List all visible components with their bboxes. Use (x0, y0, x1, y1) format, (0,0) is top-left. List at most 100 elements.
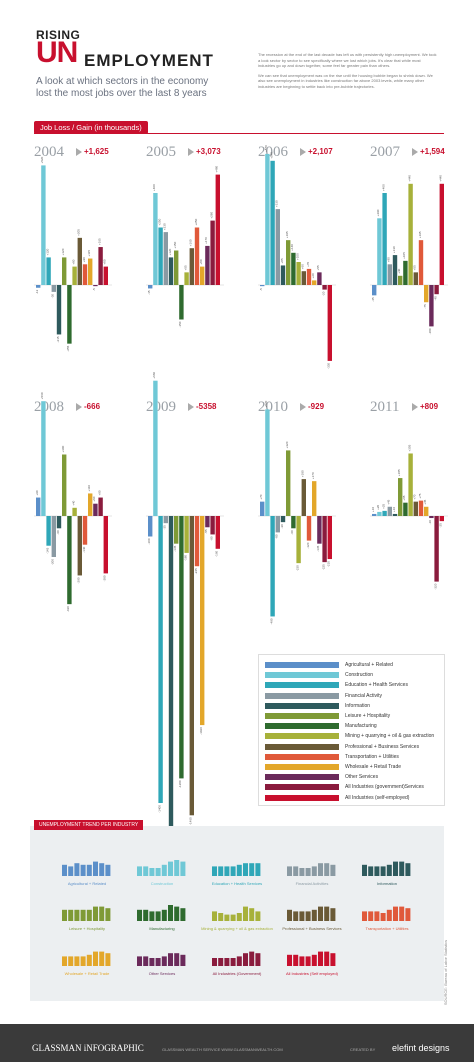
bar-value-label: +20 (311, 273, 315, 278)
panel-year: 2004 (34, 144, 65, 160)
trend-bar (137, 866, 142, 876)
bar-value-label: +170 (204, 237, 208, 244)
bar-construction (265, 409, 270, 516)
trend-bar (161, 864, 167, 876)
trend-bar (243, 863, 248, 876)
bar-value-label: +70 (306, 261, 310, 266)
intro-paragraph-2: We can see that unemployment was on the … (258, 72, 433, 89)
legend-label: Agricultural + Related (345, 662, 393, 668)
bar-all-industries-government-services (98, 497, 103, 516)
arrow-icon (188, 403, 194, 411)
bar-wholesale-retail-trade (424, 506, 429, 516)
bar-agricultural-related (36, 497, 41, 516)
bar-all-industries-self-employed- (215, 516, 220, 549)
footer-links: GLASSMAN WEALTH SERVICE WWW.GLASSMANWEAL… (162, 1047, 283, 1052)
legend-label: Transportation + Utilities (345, 753, 399, 760)
trend-bar (99, 906, 105, 921)
bar-professional-business-services (301, 271, 306, 285)
bar-professional-business-services (301, 479, 306, 516)
trend-bar (399, 906, 405, 921)
panel-2008: 2008 -666 +90 +560 -145 -200 -60 +300 -430 +40 -29… (34, 392, 112, 612)
axis-tag-unit: (in thousands) (94, 123, 142, 132)
bar-information (280, 516, 286, 523)
bar-information (168, 516, 174, 900)
bar-value-label: +70 (259, 494, 263, 499)
bar-all-industries-self-employed- (439, 516, 444, 522)
bar-value-label: -12 (35, 289, 39, 294)
bar-education-health-services (270, 516, 275, 617)
bar-other-services (317, 272, 322, 285)
bar-agricultural-related (260, 285, 265, 287)
bar-financial-activity (387, 506, 392, 516)
bar-value-label: +20 (376, 504, 380, 509)
bar-leisure-hospitality (398, 478, 403, 516)
bar-value-label: +400 (152, 184, 156, 191)
trend-bar (74, 956, 80, 966)
panel-year: 2009 (146, 399, 176, 415)
trend-bar (149, 868, 155, 876)
bar-education-health-services (382, 510, 387, 516)
bar-value-label: +70 (413, 494, 417, 499)
trend-bar (180, 908, 186, 921)
trend-bar (362, 864, 367, 876)
bar-value-label: -30 (51, 294, 55, 299)
trend-bar (255, 911, 261, 921)
trend-bar (218, 866, 224, 876)
bar-value-label: -55 (204, 529, 208, 534)
panel-2009: 2009-5358-100+660-1400-35-1870-135-1280-… (146, 372, 224, 909)
bar-value-label: +280 (209, 212, 213, 219)
bar-value-label: +250 (157, 218, 161, 225)
bar-value-label: +140 (290, 244, 294, 251)
trend-bar (386, 864, 392, 876)
legend-item: Education + Health Services (265, 680, 408, 690)
bar-all-industries-self-employed- (327, 285, 332, 361)
bar-value-label: -1020 (199, 727, 203, 735)
legend-swatch (265, 743, 339, 750)
bar-value-label: +570 (264, 145, 268, 152)
trend-bar (180, 861, 186, 876)
legend-item: Information (265, 701, 370, 711)
bar-value-label: +330 (275, 200, 279, 207)
legend-swatch (265, 784, 339, 791)
bar-construction (153, 380, 158, 516)
bar-education-health-services (158, 227, 163, 285)
trend-bar (230, 914, 236, 921)
bar-transportation-utilities (82, 264, 88, 285)
bar-financial-activity (51, 516, 56, 557)
bar-value-label: -430 (66, 606, 70, 612)
trend-bar (330, 908, 336, 921)
bar-transportation-utilities (418, 240, 424, 285)
trend-bar (224, 914, 230, 921)
trend-bar (105, 864, 111, 876)
title-un: UN (36, 36, 78, 69)
bar-manufacturing (291, 252, 296, 285)
trend-bar (68, 956, 74, 966)
bar-value-label: +115 (87, 250, 91, 257)
bar-value-label: +195 (285, 231, 289, 238)
bar-professional-business-services (189, 516, 194, 816)
legend-label: Other Services (345, 774, 379, 781)
bar-value-label: +45 (387, 499, 391, 504)
bar-manufacturing (403, 502, 408, 516)
bar-transportation-utilities (306, 268, 312, 285)
bar-value-label: -1460 (189, 817, 193, 825)
trend-bar (74, 909, 80, 921)
trend-bar (161, 909, 167, 921)
trend-bar (330, 953, 336, 966)
trend-title: UNEMPLOYMENT TREND PER INDUSTRY (34, 820, 144, 830)
trend-bar (293, 866, 299, 876)
bar-financial-activity (387, 264, 392, 285)
trend-label: Manufacturing (149, 926, 174, 931)
panel-total: +809 (420, 402, 439, 411)
trend-label: Other Services (149, 971, 175, 976)
bar-wholesale-retail-trade (312, 481, 317, 516)
panel-year: 2005 (146, 144, 176, 160)
legend-item: Professional + Business Services (265, 742, 419, 752)
trend-chart: Leisure + Hospitality (62, 906, 111, 931)
legend-item: Leisure + Hospitality (265, 711, 390, 721)
legend-swatch (265, 682, 339, 689)
panel-2010: 2010 -929 +70 +520 -490 -80 -30 +320 -60 -230 +180… (258, 399, 336, 624)
trend-bar (311, 909, 317, 921)
bar-value-label: +150 (173, 241, 177, 248)
trend-bar (99, 863, 105, 876)
